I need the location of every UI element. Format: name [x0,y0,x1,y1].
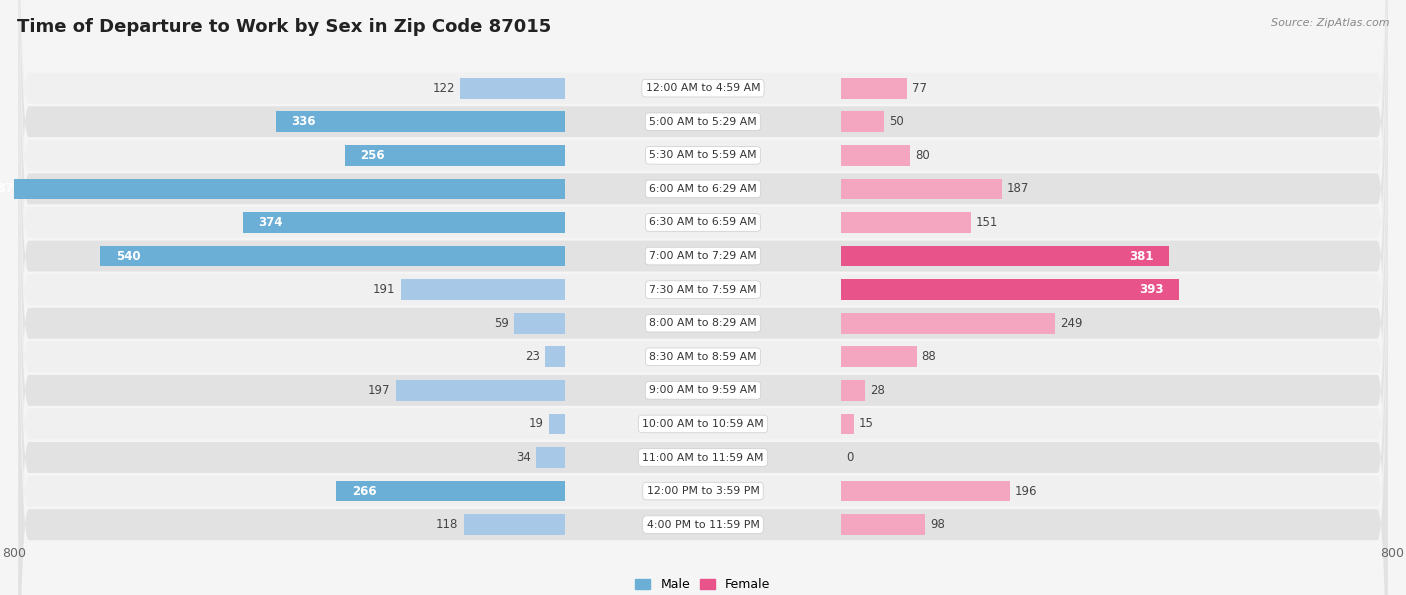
Text: 34: 34 [516,451,531,464]
FancyBboxPatch shape [18,137,1388,595]
FancyBboxPatch shape [18,104,1388,595]
Bar [276,111,565,132]
FancyBboxPatch shape [18,0,1388,595]
Text: 249: 249 [1060,317,1083,330]
Text: 6:30 AM to 6:59 AM: 6:30 AM to 6:59 AM [650,218,756,227]
Text: 77: 77 [912,82,928,95]
Text: 8:30 AM to 8:59 AM: 8:30 AM to 8:59 AM [650,352,756,362]
FancyBboxPatch shape [18,0,1388,577]
Text: 151: 151 [976,216,998,229]
Bar [515,313,565,334]
FancyBboxPatch shape [18,0,1388,595]
Bar [100,246,565,267]
Bar [401,279,565,300]
Text: 6:00 AM to 6:29 AM: 6:00 AM to 6:29 AM [650,184,756,194]
Legend: Male, Female: Male, Female [630,574,776,595]
Text: 50: 50 [889,115,904,129]
Bar [243,212,565,233]
Text: 15: 15 [859,418,873,430]
Text: 256: 256 [360,149,385,162]
Text: 9:00 AM to 9:59 AM: 9:00 AM to 9:59 AM [650,386,756,395]
Text: 393: 393 [1139,283,1164,296]
Text: Time of Departure to Work by Sex in Zip Code 87015: Time of Departure to Work by Sex in Zip … [17,18,551,36]
Bar [841,78,907,99]
Text: 59: 59 [495,317,509,330]
Bar [841,246,1168,267]
Bar [336,481,565,502]
Bar [460,78,565,99]
FancyBboxPatch shape [18,0,1388,475]
Text: 196: 196 [1015,484,1038,497]
Bar [841,346,917,367]
Text: 23: 23 [526,350,540,364]
Bar [0,178,565,199]
Bar [841,380,865,401]
FancyBboxPatch shape [18,36,1388,595]
Text: 540: 540 [115,249,141,262]
Text: 7:30 AM to 7:59 AM: 7:30 AM to 7:59 AM [650,284,756,295]
FancyBboxPatch shape [18,0,1388,595]
Text: 12:00 PM to 3:59 PM: 12:00 PM to 3:59 PM [647,486,759,496]
Text: 7:00 AM to 7:29 AM: 7:00 AM to 7:29 AM [650,251,756,261]
Text: 11:00 AM to 11:59 AM: 11:00 AM to 11:59 AM [643,453,763,462]
Text: 88: 88 [922,350,936,364]
Text: 4:00 PM to 11:59 PM: 4:00 PM to 11:59 PM [647,519,759,530]
Text: 687: 687 [0,183,14,195]
Text: 80: 80 [915,149,929,162]
Bar [841,212,970,233]
Text: 187: 187 [1007,183,1029,195]
Text: 336: 336 [291,115,316,129]
Text: 266: 266 [352,484,377,497]
Bar [841,145,910,166]
Text: 197: 197 [368,384,391,397]
Text: 118: 118 [436,518,458,531]
FancyBboxPatch shape [18,0,1388,595]
Bar [344,145,565,166]
Bar [841,313,1056,334]
Text: 5:30 AM to 5:59 AM: 5:30 AM to 5:59 AM [650,151,756,160]
Text: 12:00 AM to 4:59 AM: 12:00 AM to 4:59 AM [645,83,761,93]
Text: 381: 381 [1129,249,1153,262]
Text: 374: 374 [259,216,283,229]
FancyBboxPatch shape [18,3,1388,595]
Text: 19: 19 [529,418,544,430]
Text: 0: 0 [846,451,853,464]
Text: 98: 98 [931,518,945,531]
Text: 191: 191 [373,283,395,296]
FancyBboxPatch shape [18,0,1388,543]
Text: Source: ZipAtlas.com: Source: ZipAtlas.com [1271,18,1389,28]
Bar [841,514,925,535]
Bar [395,380,565,401]
Bar [841,279,1180,300]
Bar [548,414,565,434]
Bar [841,178,1002,199]
FancyBboxPatch shape [18,70,1388,595]
Text: 28: 28 [870,384,884,397]
Text: 8:00 AM to 8:29 AM: 8:00 AM to 8:29 AM [650,318,756,328]
Bar [546,346,565,367]
Bar [841,111,884,132]
Bar [841,481,1010,502]
Bar [536,447,565,468]
FancyBboxPatch shape [18,0,1388,509]
Text: 10:00 AM to 10:59 AM: 10:00 AM to 10:59 AM [643,419,763,429]
Text: 122: 122 [433,82,456,95]
Bar [841,414,853,434]
Bar [464,514,565,535]
FancyBboxPatch shape [18,0,1388,595]
Text: 5:00 AM to 5:29 AM: 5:00 AM to 5:29 AM [650,117,756,127]
